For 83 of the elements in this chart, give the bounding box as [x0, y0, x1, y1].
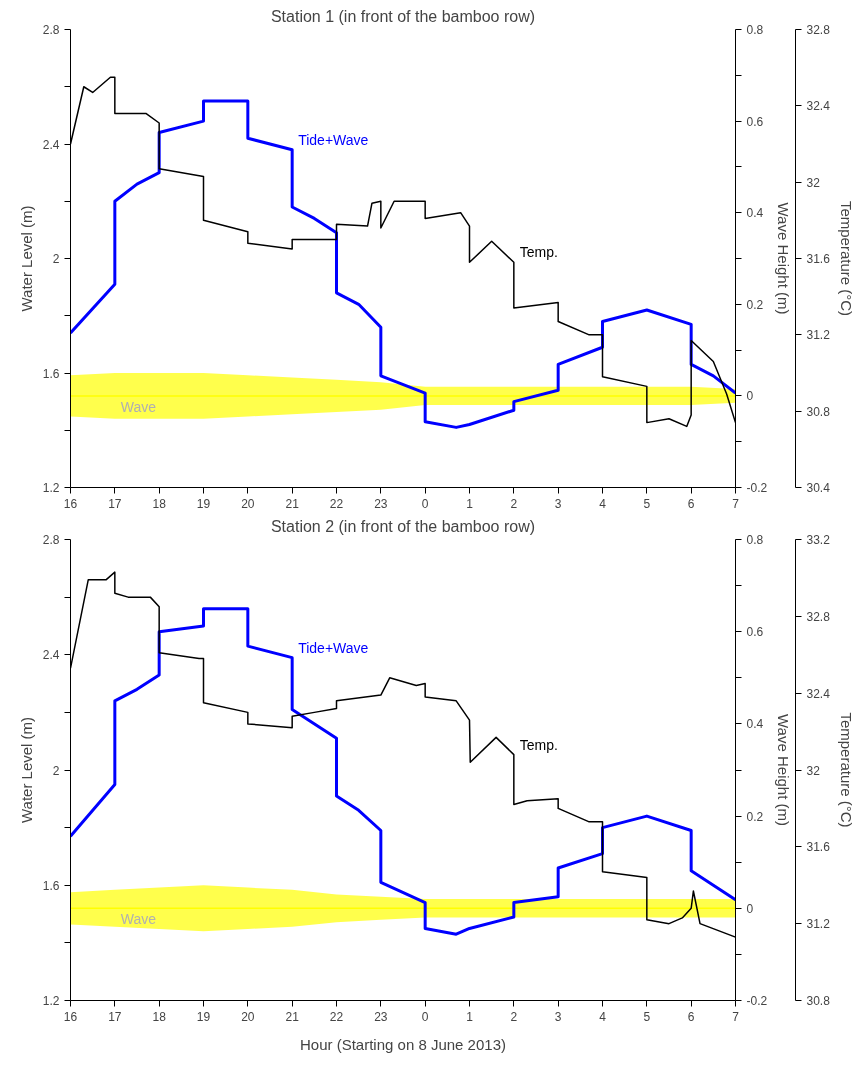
- series-label: Wave: [120, 911, 157, 928]
- x-tick-label: 6: [687, 496, 695, 511]
- y2-tick-label: 0.4: [746, 717, 764, 732]
- x-tick-label: 21: [285, 1009, 300, 1024]
- y3-tick-label: 31.2: [806, 917, 831, 932]
- y3-axis-title: Temperature (°C): [837, 200, 855, 317]
- x-tick-label: 23: [374, 496, 388, 511]
- y3-tick-label: 30.8: [806, 994, 831, 1008]
- y3-tick-label: 32: [806, 763, 821, 778]
- x-tick-label: 7: [732, 1009, 740, 1024]
- x-tick-label: 17: [108, 496, 122, 511]
- y3-tick-label: 32.4: [806, 686, 831, 701]
- x-tick-label: 20: [241, 496, 255, 511]
- y2-axis-title: Wave Height (m): [775, 714, 793, 826]
- y-tick-label: 2.4: [42, 648, 60, 663]
- y3-tick-label: 32.4: [806, 99, 831, 114]
- y2-tick-label: 0.6: [746, 114, 764, 129]
- y-tick-label: 2.8: [42, 533, 60, 547]
- series-label: Wave: [120, 398, 157, 415]
- y3-axis-title: Temperature (°C): [837, 712, 855, 828]
- y-tick-label: 1.2: [42, 994, 60, 1008]
- x-tick-label: 1: [466, 496, 474, 511]
- x-tick-label: 5: [643, 496, 651, 511]
- x-tick-label: 2: [510, 496, 518, 511]
- y3-tick-label: 32.8: [806, 609, 831, 624]
- y2-tick-label: 0.8: [746, 23, 764, 37]
- x-tick-label: 23: [374, 1009, 388, 1024]
- x-tick-label: 22: [329, 496, 344, 511]
- y-tick-label: 2: [52, 763, 60, 778]
- y-tick-label: 2.8: [42, 23, 60, 37]
- x-axis-title: Hour (Starting on 8 June 2013): [300, 1035, 506, 1053]
- y2-tick-label: 0.8: [746, 533, 764, 547]
- series-label: Temp.: [519, 244, 558, 261]
- x-tick-label: 19: [196, 496, 211, 511]
- y2-tick-label: -0.2: [746, 994, 768, 1008]
- x-tick-label: 0: [421, 496, 429, 511]
- x-tick-label: 19: [196, 1009, 211, 1024]
- y2-tick-label: 0: [746, 389, 754, 404]
- y-tick-label: 1.6: [42, 366, 60, 381]
- y2-tick-label: 0: [746, 901, 754, 916]
- x-tick-label: 18: [152, 496, 167, 511]
- y2-axis-title: Wave Height (m): [775, 202, 793, 315]
- chart-title: Station 2 (in front of the bamboo row): [270, 517, 536, 535]
- x-tick-label: 3: [554, 496, 562, 511]
- y-tick-label: 1.6: [42, 878, 60, 893]
- y2-tick-label: 0.6: [746, 625, 764, 640]
- y2-tick-label: 0.2: [746, 297, 764, 312]
- x-tick-label: 5: [643, 1009, 651, 1024]
- x-tick-label: 22: [329, 1009, 344, 1024]
- y3-tick-label: 32: [806, 175, 821, 190]
- y-tick-label: 2: [52, 252, 60, 266]
- x-tick-label: 16: [63, 1009, 78, 1024]
- x-tick-label: 17: [108, 1009, 122, 1024]
- x-tick-label: 4: [599, 496, 607, 511]
- x-tick-label: 0: [421, 1009, 429, 1024]
- y-tick-label: 1.2: [42, 481, 60, 495]
- x-tick-label: 2: [510, 1009, 518, 1024]
- y3-tick-label: 31.6: [806, 252, 831, 266]
- series-label: Tide+Wave: [298, 639, 369, 656]
- x-tick-label: 1: [466, 1009, 474, 1024]
- y2-tick-label: 0.4: [746, 206, 764, 221]
- y2-tick-label: 0.2: [746, 809, 764, 824]
- y-tick-label: 2.4: [42, 137, 60, 152]
- x-tick-label: 21: [285, 496, 300, 511]
- series-label: Tide+Wave: [298, 131, 369, 148]
- y2-tick-label: -0.2: [746, 481, 768, 495]
- y3-tick-label: 32.8: [806, 23, 831, 37]
- x-tick-label: 18: [152, 1009, 167, 1024]
- x-tick-label: 16: [63, 496, 78, 511]
- y-axis-title: Water Level (m): [17, 205, 35, 312]
- y3-tick-label: 30.8: [806, 404, 831, 419]
- series-label: Temp.: [519, 736, 558, 753]
- x-tick-label: 6: [687, 1009, 695, 1024]
- x-tick-label: 7: [732, 496, 740, 511]
- chart-title: Station 1 (in front of the bamboo row): [270, 7, 536, 25]
- y3-tick-label: 31.6: [806, 840, 831, 855]
- y3-tick-label: 31.2: [806, 328, 831, 343]
- y3-tick-label: 30.4: [806, 481, 831, 495]
- x-tick-label: 20: [241, 1009, 255, 1024]
- x-tick-label: 3: [554, 1009, 562, 1024]
- y-axis-title: Water Level (m): [17, 716, 35, 824]
- y3-tick-label: 33.2: [806, 533, 831, 547]
- x-tick-label: 4: [599, 1009, 607, 1024]
